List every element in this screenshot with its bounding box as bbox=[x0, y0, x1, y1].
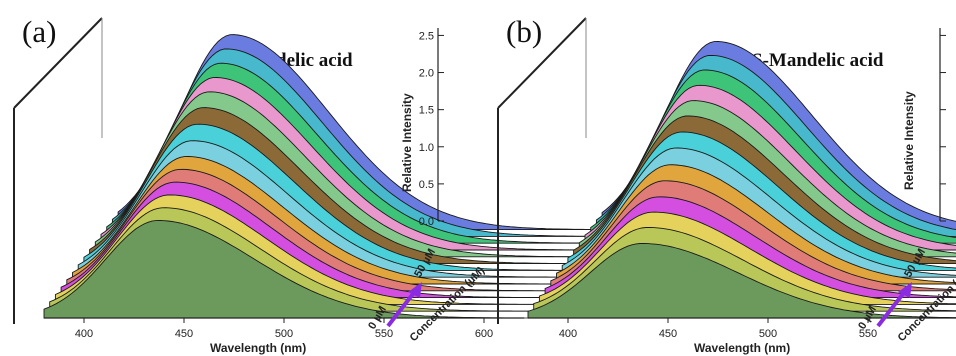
y-ticks-b bbox=[939, 28, 946, 222]
y-axis-title-b: Relative Intensity bbox=[902, 91, 916, 190]
x-tick-label-b-0: 400 bbox=[559, 328, 577, 340]
x-tick-label-b-1: 450 bbox=[659, 328, 677, 340]
frame-a bbox=[13, 17, 103, 324]
concentration-arrow-shaft-a bbox=[386, 288, 418, 328]
series-group-b bbox=[527, 41, 956, 319]
y-tick-label-a-2: 1.0 bbox=[419, 142, 434, 154]
spectrum-series-b-0 bbox=[527, 243, 956, 319]
x-ticks-a: 400 450 500 550 600 bbox=[44, 317, 524, 340]
concentration-arrow-head-b bbox=[898, 282, 912, 298]
x-tick-label-b-3: 550 bbox=[859, 328, 877, 340]
x-tick-label-a-3: 550 bbox=[375, 328, 393, 340]
frame-top-edge-a bbox=[13, 17, 103, 109]
y-tick-label-a-1: 0.5 bbox=[419, 179, 434, 191]
panel-label-a: (a) bbox=[22, 14, 56, 49]
frame-top-edge-b bbox=[497, 17, 587, 109]
spectrum-series-a-0 bbox=[43, 220, 525, 319]
x-tick-label-a-1: 450 bbox=[175, 328, 193, 340]
x-tick-label-a-2: 500 bbox=[275, 328, 293, 340]
x-tick-label-a-0: 400 bbox=[75, 328, 93, 340]
x-tick-label-b-2: 500 bbox=[759, 328, 777, 340]
x-axis-title-a: Wavelength (nm) bbox=[210, 341, 306, 355]
y-tick-label-a-3: 1.5 bbox=[419, 105, 434, 117]
x-tick-label-a-4: 600 bbox=[475, 328, 493, 340]
panel-r-mandelic: (a) R-Mandelic acid 400 450 500 550 600 0.00… bbox=[13, 14, 605, 355]
y-ticks-a: 0.0 0.5 1.0 1.5 2.0 2.5 bbox=[419, 28, 605, 319]
y-tick-label-a-0: 0.0 bbox=[419, 216, 434, 228]
series-group-a bbox=[43, 34, 599, 319]
y-axis-title-a: Relative Intensity bbox=[400, 93, 414, 192]
y-tick-label-a-4: 2.0 bbox=[419, 68, 434, 80]
panel-label-b: (b) bbox=[506, 14, 542, 49]
chart-title-b: S-Mandelic acid bbox=[752, 50, 884, 71]
y-tick-label-a-5: 2.5 bbox=[419, 30, 434, 42]
concentration-arrow-shaft-b bbox=[876, 288, 908, 328]
frame-b bbox=[497, 17, 587, 324]
concentration-arrow-head-a bbox=[408, 282, 422, 298]
x-axis-title-b: Wavelength (nm) bbox=[694, 341, 790, 355]
